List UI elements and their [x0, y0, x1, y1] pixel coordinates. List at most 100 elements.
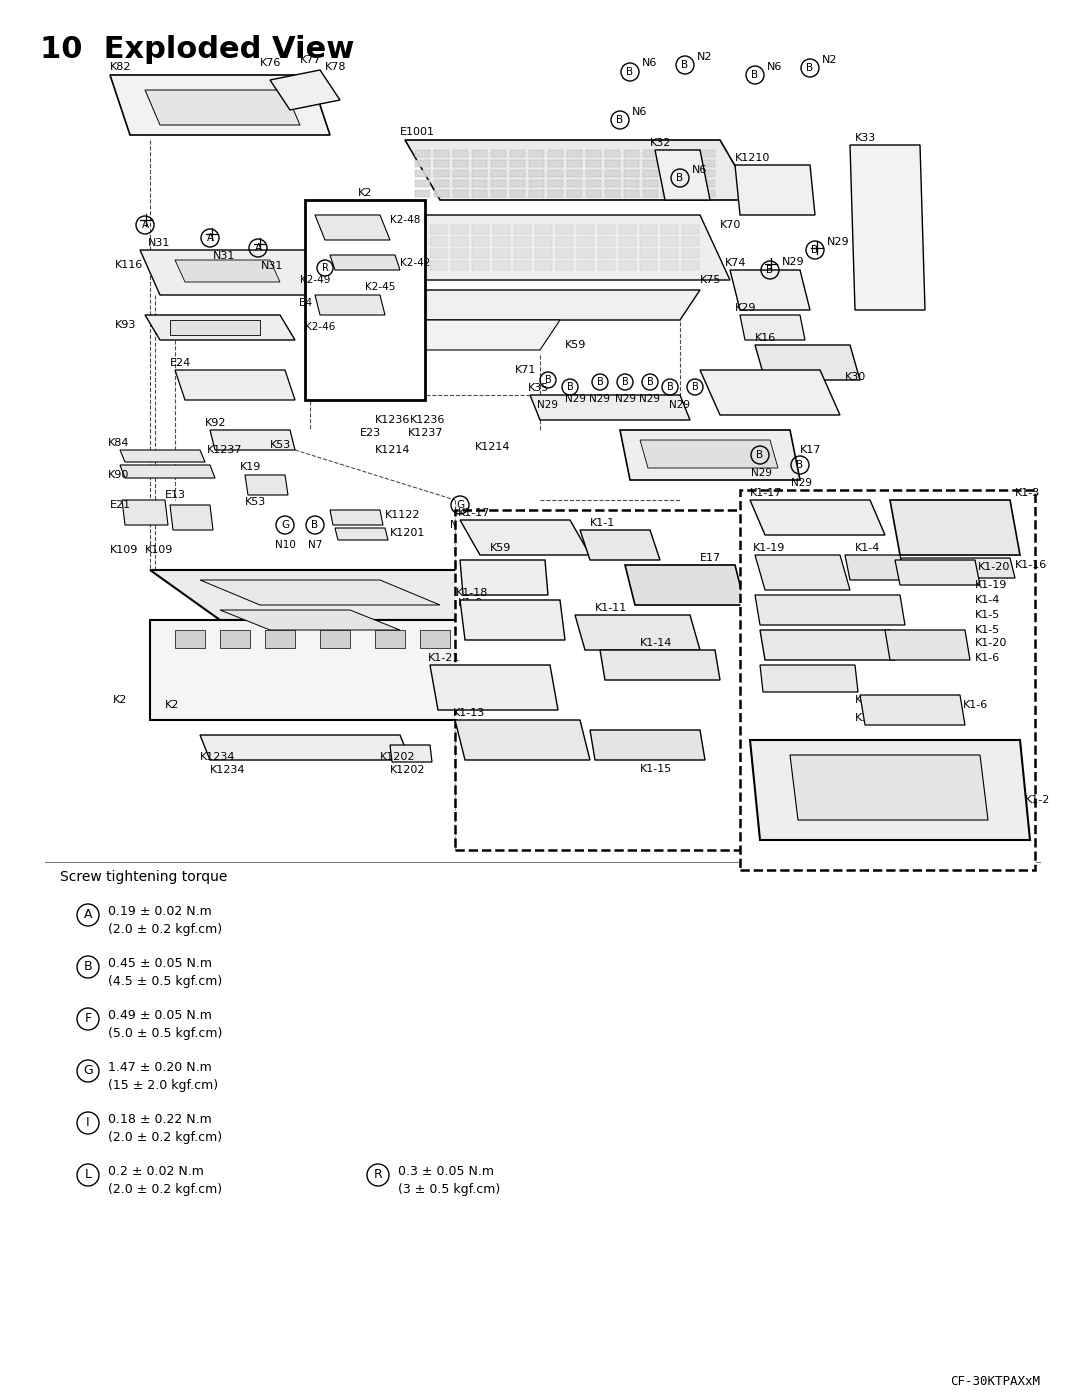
Text: N29: N29 [827, 237, 850, 247]
Polygon shape [662, 190, 677, 197]
Text: E4: E4 [299, 298, 312, 307]
Text: 0.2 ± 0.02 N.m: 0.2 ± 0.02 N.m [108, 1165, 204, 1178]
Text: K1-3: K1-3 [1015, 488, 1040, 497]
Text: (5.0 ± 0.5 kgf.cm): (5.0 ± 0.5 kgf.cm) [108, 1027, 222, 1039]
Text: A: A [255, 243, 261, 253]
Text: K90: K90 [108, 469, 130, 481]
Text: K1-19: K1-19 [753, 543, 785, 553]
Text: K116: K116 [114, 260, 144, 270]
Polygon shape [472, 190, 487, 197]
Polygon shape [661, 237, 678, 246]
Polygon shape [455, 719, 590, 760]
Text: K1202: K1202 [390, 766, 426, 775]
Polygon shape [175, 260, 280, 282]
Polygon shape [662, 180, 677, 187]
Polygon shape [662, 149, 677, 156]
Polygon shape [270, 70, 340, 110]
Text: K59: K59 [350, 278, 372, 288]
Polygon shape [681, 170, 696, 177]
Polygon shape [577, 261, 594, 270]
Polygon shape [491, 161, 507, 168]
Text: K93: K93 [114, 320, 136, 330]
Text: K1236: K1236 [410, 415, 445, 425]
Polygon shape [472, 225, 489, 235]
Polygon shape [605, 180, 620, 187]
Bar [220, 630, 249, 648]
Polygon shape [451, 237, 468, 246]
Polygon shape [529, 170, 544, 177]
Text: K92: K92 [205, 418, 227, 427]
Polygon shape [451, 225, 468, 235]
Polygon shape [451, 249, 468, 258]
Polygon shape [140, 250, 330, 295]
Polygon shape [510, 161, 525, 168]
Polygon shape [661, 261, 678, 270]
Text: K1-17: K1-17 [750, 488, 782, 497]
Polygon shape [654, 149, 710, 200]
Polygon shape [624, 180, 639, 187]
Polygon shape [388, 225, 405, 235]
Text: K2: K2 [165, 700, 179, 710]
Text: K53: K53 [245, 497, 267, 507]
Polygon shape [415, 170, 430, 177]
Polygon shape [740, 314, 805, 339]
Polygon shape [335, 528, 388, 541]
Polygon shape [453, 180, 468, 187]
Text: K1237: K1237 [408, 427, 444, 439]
Polygon shape [700, 180, 715, 187]
Polygon shape [567, 180, 582, 187]
Polygon shape [460, 560, 548, 595]
Text: K1-16: K1-16 [1015, 560, 1048, 570]
Polygon shape [750, 740, 1030, 840]
Polygon shape [586, 180, 600, 187]
Polygon shape [200, 580, 440, 605]
Polygon shape [681, 180, 696, 187]
Polygon shape [409, 249, 426, 258]
Text: K70: K70 [720, 219, 741, 231]
Polygon shape [662, 170, 677, 177]
Text: B: B [311, 520, 319, 529]
Polygon shape [556, 225, 573, 235]
Text: E21: E21 [110, 500, 131, 510]
Polygon shape [700, 370, 840, 415]
Text: B: B [752, 70, 758, 80]
Polygon shape [430, 225, 447, 235]
Polygon shape [598, 225, 615, 235]
Polygon shape [755, 595, 905, 624]
Text: K1-20: K1-20 [975, 638, 1008, 648]
Text: K17: K17 [800, 446, 822, 455]
Bar [175, 630, 205, 648]
Text: K59: K59 [565, 339, 586, 351]
Text: L: L [84, 1168, 92, 1182]
Text: B: B [617, 115, 623, 124]
Polygon shape [340, 320, 561, 351]
Polygon shape [700, 161, 715, 168]
Bar [740, 490, 1035, 870]
Polygon shape [529, 149, 544, 156]
Polygon shape [415, 149, 430, 156]
Text: N29: N29 [670, 400, 690, 409]
Polygon shape [640, 225, 657, 235]
Text: B: B [811, 244, 819, 256]
Polygon shape [640, 261, 657, 270]
Polygon shape [492, 249, 510, 258]
Polygon shape [556, 249, 573, 258]
Bar [455, 510, 810, 849]
Text: K1214: K1214 [375, 446, 410, 455]
Polygon shape [567, 190, 582, 197]
Polygon shape [643, 190, 658, 197]
Text: B: B [676, 173, 684, 183]
Text: K1-13: K1-13 [453, 708, 485, 718]
Polygon shape [145, 89, 300, 124]
Polygon shape [580, 529, 660, 560]
Polygon shape [640, 237, 657, 246]
Polygon shape [472, 249, 489, 258]
Text: F: F [84, 1013, 92, 1025]
Text: A: A [84, 908, 92, 922]
Polygon shape [681, 190, 696, 197]
Polygon shape [860, 694, 966, 725]
Polygon shape [472, 261, 489, 270]
Polygon shape [491, 190, 507, 197]
Text: K1-4: K1-4 [975, 595, 1000, 605]
Polygon shape [529, 161, 544, 168]
